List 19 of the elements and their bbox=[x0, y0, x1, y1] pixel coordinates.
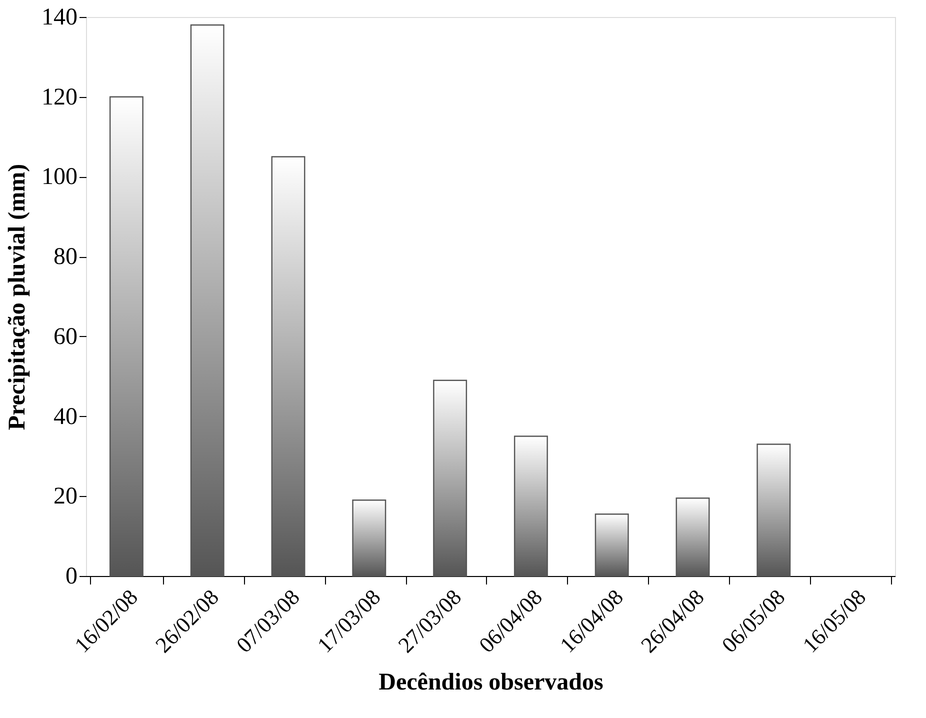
y-tick-label: 80 bbox=[54, 244, 78, 270]
bar bbox=[594, 514, 629, 577]
bar bbox=[109, 96, 144, 577]
y-tick-label: 0 bbox=[66, 564, 78, 590]
bar bbox=[676, 498, 710, 577]
bar bbox=[190, 24, 224, 577]
y-axis-title: Precipitação pluvial (mm) bbox=[4, 164, 30, 430]
bar bbox=[352, 500, 386, 577]
x-axis-title: Decêndios observados bbox=[378, 670, 604, 696]
y-tick-label: 120 bbox=[42, 84, 78, 110]
bar bbox=[514, 436, 548, 577]
bar bbox=[433, 380, 468, 577]
y-tick-label: 60 bbox=[54, 324, 78, 350]
y-tick-label: 100 bbox=[42, 164, 78, 190]
bar bbox=[756, 444, 791, 577]
bar bbox=[271, 156, 306, 577]
y-tick-label: 20 bbox=[54, 484, 78, 510]
y-tick-label: 140 bbox=[42, 4, 78, 30]
y-tick-label: 40 bbox=[54, 404, 78, 430]
